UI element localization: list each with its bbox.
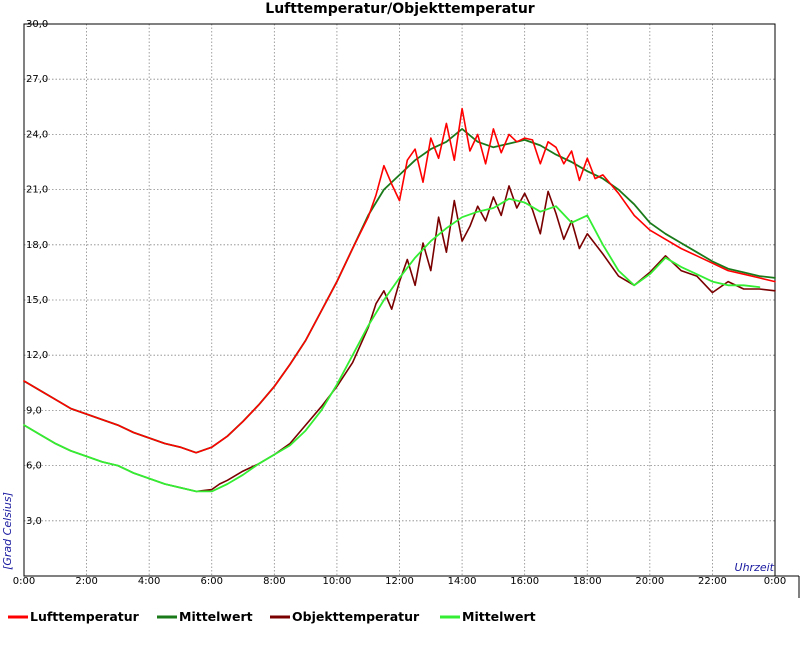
legend-label: Lufttemperatur xyxy=(30,609,140,624)
y-tick-label: 27,0 xyxy=(26,74,48,85)
y-tick-label: 15,0 xyxy=(26,295,48,306)
x-tick-label: 4:00 xyxy=(138,576,160,587)
x-tick-label: 10:00 xyxy=(323,576,352,587)
x-tick-label: 14:00 xyxy=(448,576,477,587)
grid xyxy=(24,24,775,576)
y-tick-label: 12,0 xyxy=(26,350,48,361)
x-tick-label: 16:00 xyxy=(510,576,539,587)
x-tick-label: 20:00 xyxy=(635,576,664,587)
x-tick-label: 0:00 xyxy=(764,576,786,587)
series-line-mittelwert-3 xyxy=(23,197,761,493)
legend-label: Mittelwert xyxy=(179,609,253,624)
x-tick-label: 12:00 xyxy=(385,576,414,587)
chart-title: Lufttemperatur/Objekttemperatur xyxy=(265,1,535,17)
x-tick-label: 22:00 xyxy=(698,576,727,587)
plot-frame xyxy=(23,23,776,577)
y-tick-label: 9,0 xyxy=(26,405,42,416)
legend-label: Objekttemperatur xyxy=(292,609,420,624)
axes: 0:00 2:00 4:00 6:00 8:00 10:00 12:00 14:00 16:00… xyxy=(13,19,800,598)
y-tick-label: 21,0 xyxy=(26,185,48,196)
x-tick-label: 8:00 xyxy=(263,576,285,587)
legend: Lufttemperatur Mittelwert Objekttemperatur… xyxy=(8,609,536,624)
y-tick-label: 3,0 xyxy=(26,516,42,527)
x-tick-label: 0:00 xyxy=(13,576,35,587)
x-tick-label: 6:00 xyxy=(201,576,223,587)
legend-label: Mittelwert xyxy=(462,609,536,624)
x-tick-label: 18:00 xyxy=(573,576,602,587)
x-axis-label: Uhrzeit xyxy=(735,561,775,574)
series xyxy=(23,107,776,493)
series-line-lufttemperatur-0 xyxy=(23,107,776,454)
y-tick-label: 6,0 xyxy=(26,461,42,472)
y-tick-label: 18,0 xyxy=(26,240,48,251)
y-axis-label: [Grad Celsius] xyxy=(1,492,14,570)
y-tick-label: 24,0 xyxy=(26,129,48,140)
x-tick-label: 2:00 xyxy=(75,576,97,587)
